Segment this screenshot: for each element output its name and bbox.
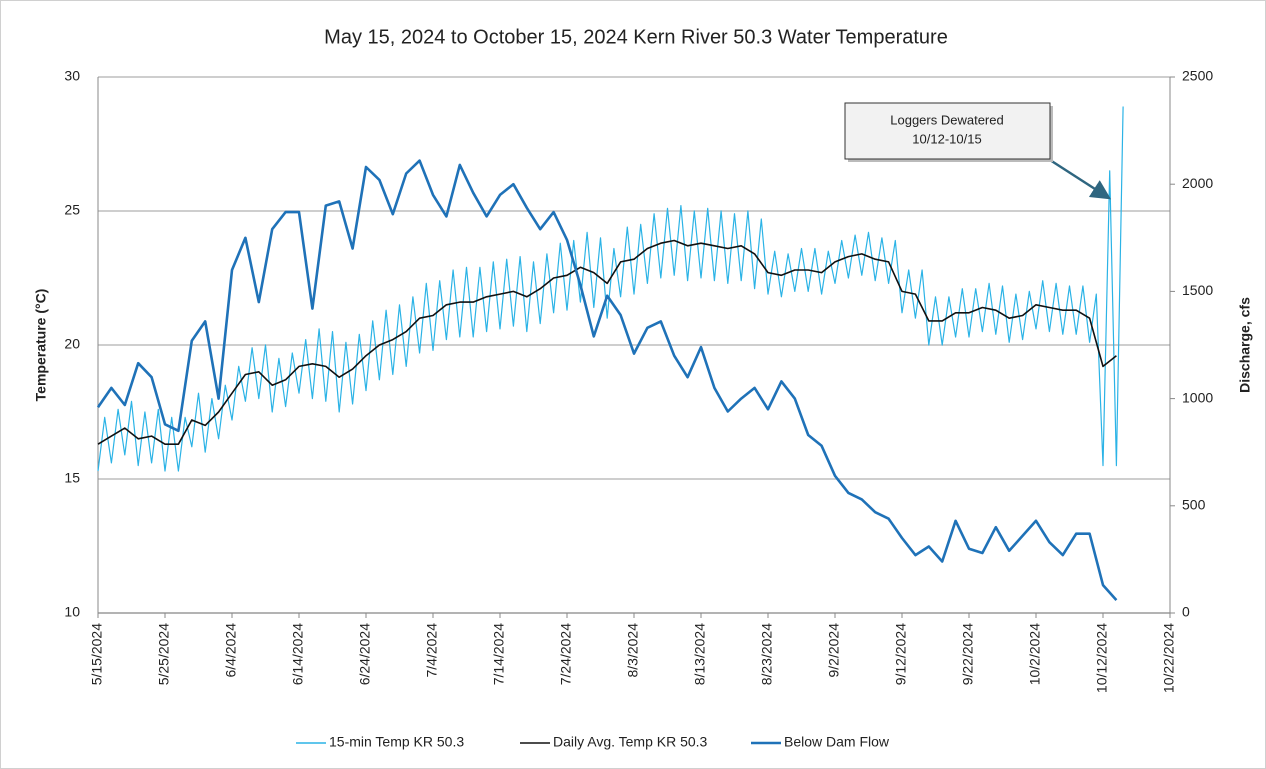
- x-tick-label: 5/15/2024: [89, 623, 105, 685]
- y-tick-label: 30: [64, 68, 80, 84]
- x-tick-label: 10/22/2024: [1161, 623, 1177, 693]
- annotation-box: [844, 102, 1051, 160]
- annotation-arrow: [1049, 158, 1112, 200]
- x-tick-label: 7/14/2024: [491, 623, 507, 685]
- series-line: [96, 159, 1118, 601]
- y2-axis-label: Discharge, cfs: [1237, 297, 1253, 393]
- x-tick-label: 6/14/2024: [290, 623, 306, 685]
- x-tick-label: 6/24/2024: [357, 623, 373, 685]
- y-tick-label: 10: [64, 604, 80, 620]
- y-tick-label: 15: [64, 470, 80, 486]
- x-tick-label: 7/4/2024: [424, 623, 440, 678]
- x-tick-label: 9/22/2024: [960, 623, 976, 685]
- x-tick-label: 9/2/2024: [826, 623, 842, 678]
- y2-tick-label: 1000: [1182, 389, 1213, 405]
- y-tick-label: 25: [64, 202, 80, 218]
- y-axis-label: Temperature (°C): [33, 289, 49, 402]
- x-tick-label: 6/4/2024: [223, 623, 239, 678]
- legend-label: Below Dam Flow: [784, 734, 890, 750]
- y2-tick-label: 2000: [1182, 175, 1213, 191]
- y2-tick-label: 2500: [1182, 68, 1213, 84]
- legend-label: Daily Avg. Temp KR 50.3: [553, 734, 708, 750]
- x-tick-label: 8/23/2024: [759, 623, 775, 685]
- x-tick-label: 8/13/2024: [692, 623, 708, 685]
- series-line: [97, 106, 1124, 472]
- annotation-text: 10/12-10/15: [912, 131, 981, 146]
- x-tick-label: 9/12/2024: [893, 623, 909, 685]
- y-tick-label: 20: [64, 336, 80, 352]
- x-tick-label: 5/25/2024: [156, 623, 172, 685]
- legend-label: 15-min Temp KR 50.3: [329, 734, 464, 750]
- chart-title: May 15, 2024 to October 15, 2024 Kern Ri…: [324, 26, 948, 48]
- y2-tick-label: 500: [1182, 497, 1206, 513]
- x-tick-label: 10/2/2024: [1027, 623, 1043, 685]
- x-tick-label: 10/12/2024: [1094, 623, 1110, 693]
- annotation-text: Loggers Dewatered: [890, 112, 1003, 127]
- series-line: [97, 239, 1117, 445]
- x-tick-label: 7/24/2024: [558, 623, 574, 685]
- x-tick-label: 8/3/2024: [625, 623, 641, 678]
- y2-tick-label: 1500: [1182, 282, 1213, 298]
- y2-tick-label: 0: [1182, 604, 1190, 620]
